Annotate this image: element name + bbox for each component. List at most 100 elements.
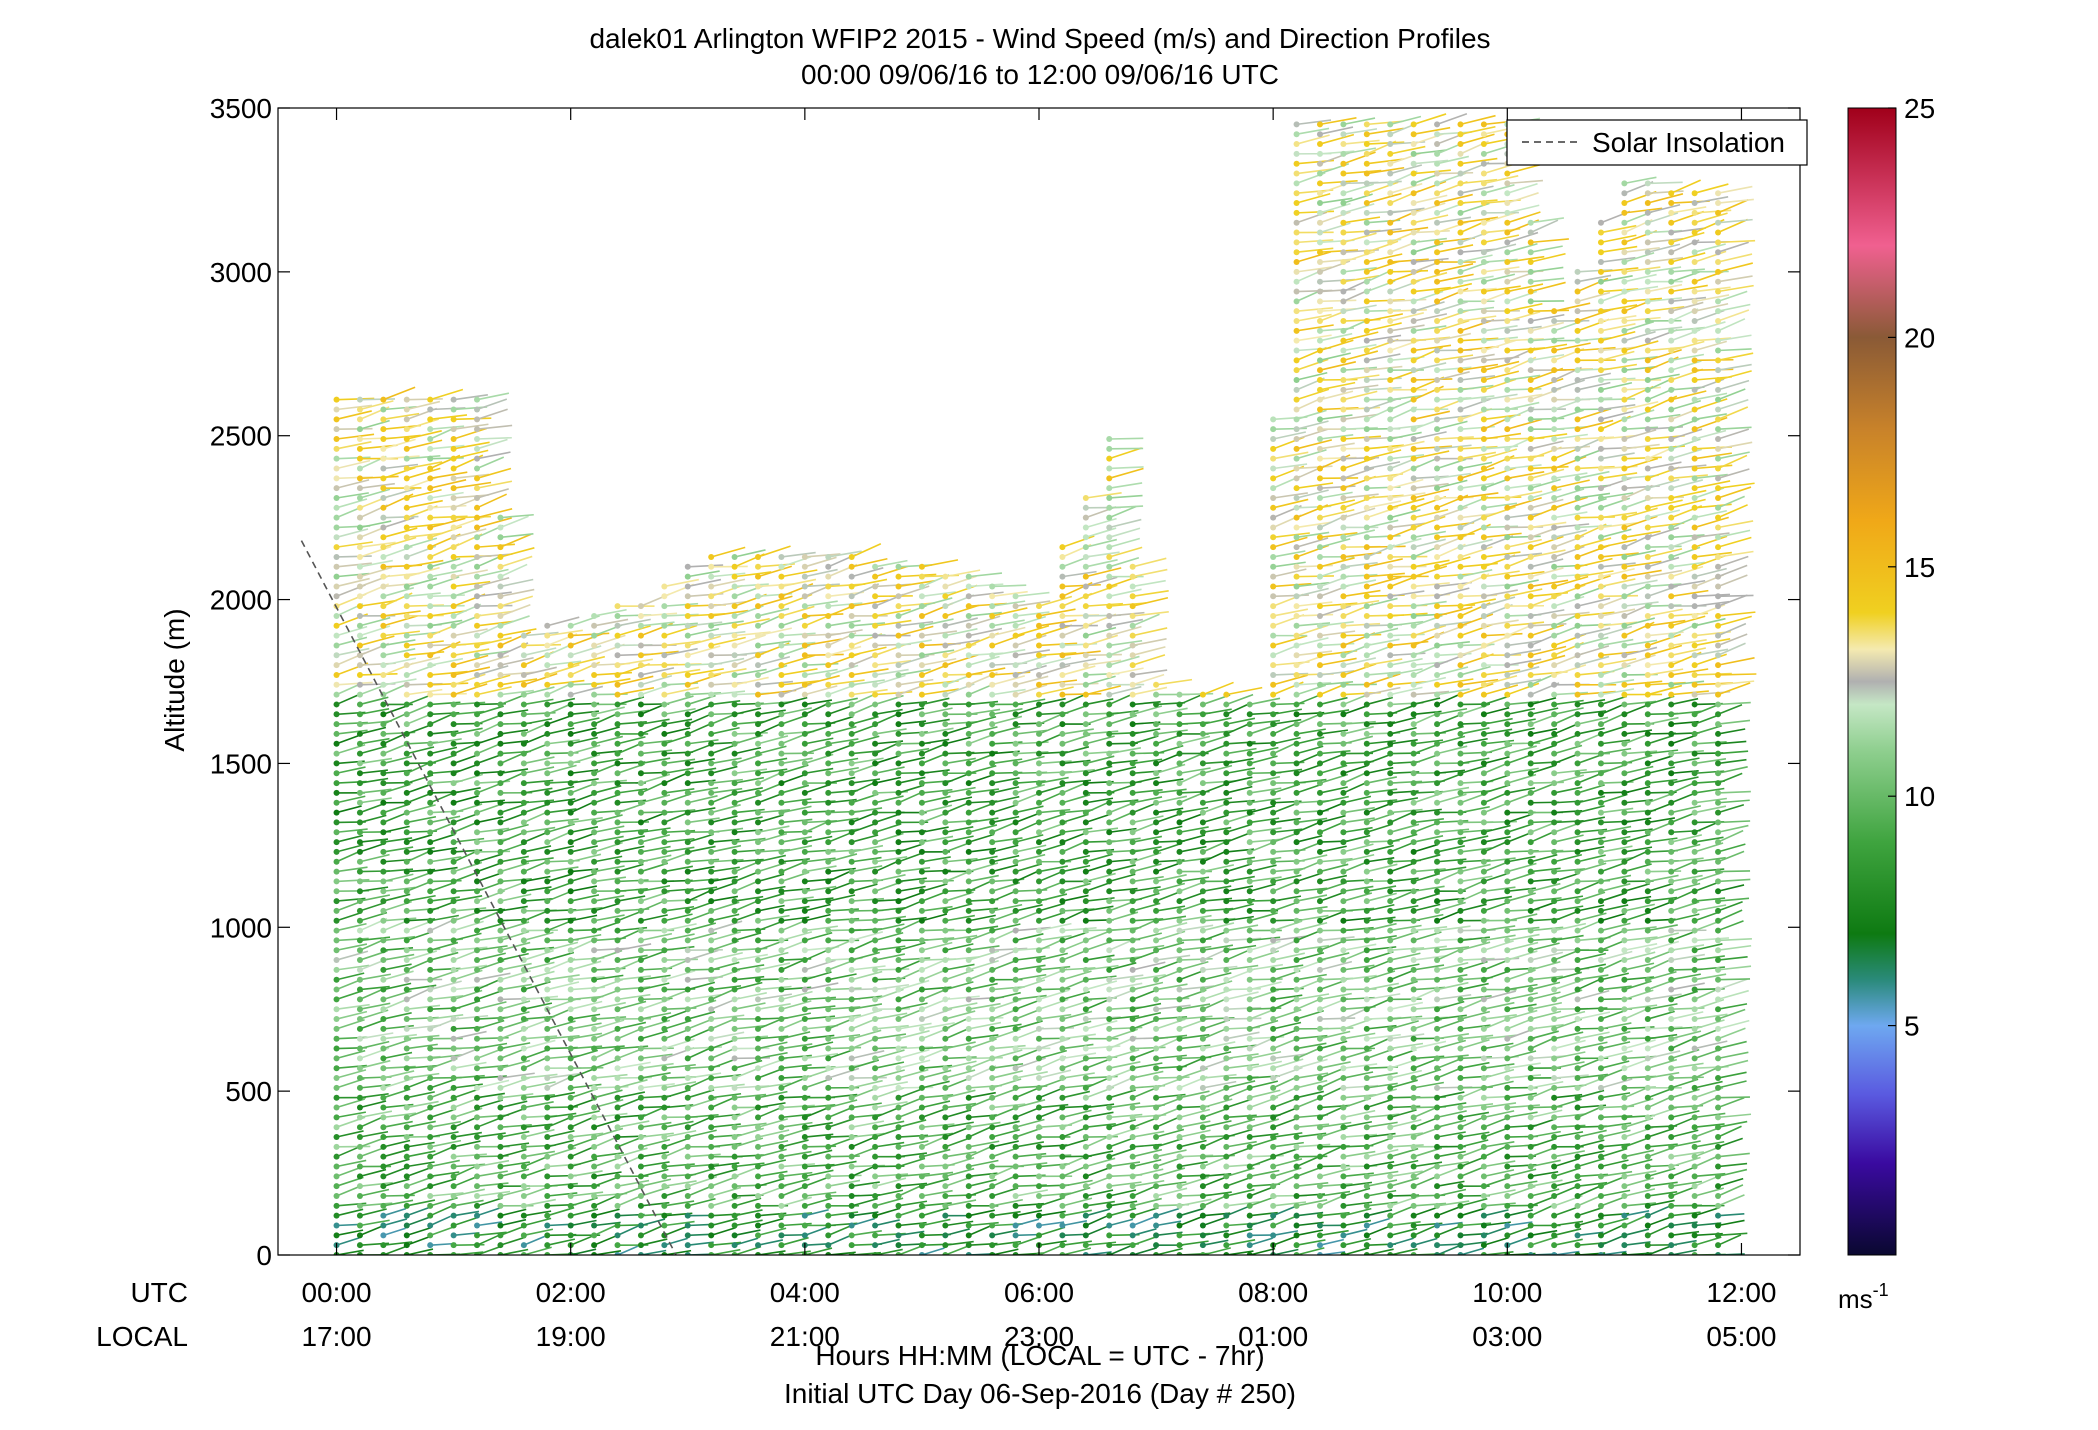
wind-barb-point (685, 1075, 691, 1081)
wind-barb-point (755, 849, 761, 855)
wind-barb-point (755, 1006, 761, 1012)
wind-barb-point (404, 406, 410, 412)
wind-barb-point (825, 1046, 831, 1052)
wind-barb-point (451, 967, 457, 973)
wind-barb-point (615, 672, 621, 678)
wind-barb-point (474, 701, 480, 707)
wind-barb-point (778, 937, 784, 943)
wind-barb-point (427, 564, 433, 570)
wind-barb-point (825, 1242, 831, 1248)
wind-barb-point (404, 593, 410, 599)
wind-barb-point (638, 957, 644, 963)
wind-barb-point (334, 485, 340, 491)
wind-barb-point (404, 1124, 410, 1130)
wind-barb-point (638, 810, 644, 816)
wind-barb-point (474, 583, 480, 589)
wind-barb-point (427, 1026, 433, 1032)
wind-barb-point (591, 1046, 597, 1052)
wind-barb-shaft (547, 716, 571, 724)
wind-barb-point (357, 1065, 363, 1071)
wind-barb-point (404, 898, 410, 904)
wind-barb (708, 547, 745, 560)
wind-barb-point (357, 1075, 363, 1081)
wind-barb-point (497, 1065, 503, 1071)
wind-barb-point (825, 1183, 831, 1189)
wind-barb-point (334, 1144, 340, 1150)
wind-barb-point (474, 436, 480, 442)
wind-barb-point (380, 682, 386, 688)
wind-barb-point (661, 957, 667, 963)
wind-barb-point (708, 721, 714, 727)
wind-barb-point (802, 1164, 808, 1170)
wind-barb-point (802, 918, 808, 924)
wind-barb-point (591, 1213, 597, 1219)
wind-barb (732, 1247, 761, 1258)
wind-barb-point (638, 623, 644, 629)
wind-barb-point (778, 790, 784, 796)
wind-barb-point (638, 987, 644, 993)
wind-barb-shaft (477, 1235, 500, 1245)
wind-barb-point (404, 554, 410, 560)
wind-barb-shaft (524, 833, 547, 843)
wind-barb-point (521, 1036, 527, 1042)
wind-barb-point (357, 888, 363, 894)
wind-barb-shaft (454, 418, 492, 419)
wind-barb (380, 731, 415, 737)
wind-barb-point (685, 1016, 691, 1022)
wind-barb-point (404, 1223, 410, 1229)
wind-barb-point (357, 583, 363, 589)
wind-barb-point (334, 770, 340, 776)
wind-barb-shaft (735, 733, 768, 734)
wind-barb-shaft (664, 813, 688, 823)
wind-barb-point (568, 928, 574, 934)
wind-barb-point (568, 1134, 574, 1140)
wind-barb-point (521, 1124, 527, 1130)
wind-barb-point (497, 898, 503, 904)
wind-barb-point (708, 977, 714, 983)
wind-barb-point (825, 790, 831, 796)
wind-barb-point (521, 760, 527, 766)
wind-barb-point (497, 1223, 503, 1229)
wind-barb-point (427, 652, 433, 658)
wind-barb-point (427, 623, 433, 629)
plot-area (301, 114, 1756, 1258)
wind-barb-point (544, 672, 550, 678)
wind-barb-point (544, 937, 550, 943)
wind-barb-point (732, 1055, 738, 1061)
wind-barb (474, 675, 510, 688)
wind-barbs (334, 114, 1757, 1258)
wind-barb-point (357, 1124, 363, 1130)
wind-barb-point (404, 1213, 410, 1219)
wind-barb-point (544, 721, 550, 727)
wind-barb (380, 406, 416, 412)
wind-barb-point (708, 967, 714, 973)
wind-barb (474, 611, 513, 619)
wind-barb-shaft (688, 744, 712, 753)
wind-barb-point (474, 1016, 480, 1022)
wind-barb-point (685, 829, 691, 835)
wind-barb-point (451, 1213, 457, 1219)
wind-barb (521, 1200, 556, 1209)
wind-barb-point (497, 967, 503, 973)
wind-barb-point (708, 849, 714, 855)
wind-barb-point (732, 937, 738, 943)
wind-barb-point (591, 1134, 597, 1140)
wind-barb-point (474, 957, 480, 963)
wind-barb-point (357, 1242, 363, 1248)
wind-barb-point (380, 564, 386, 570)
wind-barb-shaft (688, 1028, 712, 1038)
wind-barb-point (732, 1085, 738, 1091)
wind-barb-point (404, 623, 410, 629)
wind-barb-point (661, 800, 667, 806)
wind-barb-point (661, 947, 667, 953)
wind-barb-point (404, 534, 410, 540)
wind-barb-point (685, 642, 691, 648)
wind-barb-point (474, 741, 480, 747)
wind-barb-point (404, 810, 410, 816)
wind-barb-point (732, 1183, 738, 1189)
wind-barb-point (755, 1065, 761, 1071)
wind-barb-point (497, 869, 503, 875)
wind-barb-point (708, 878, 714, 884)
wind-barb-point (778, 593, 784, 599)
wind-barb-point (638, 1075, 644, 1081)
